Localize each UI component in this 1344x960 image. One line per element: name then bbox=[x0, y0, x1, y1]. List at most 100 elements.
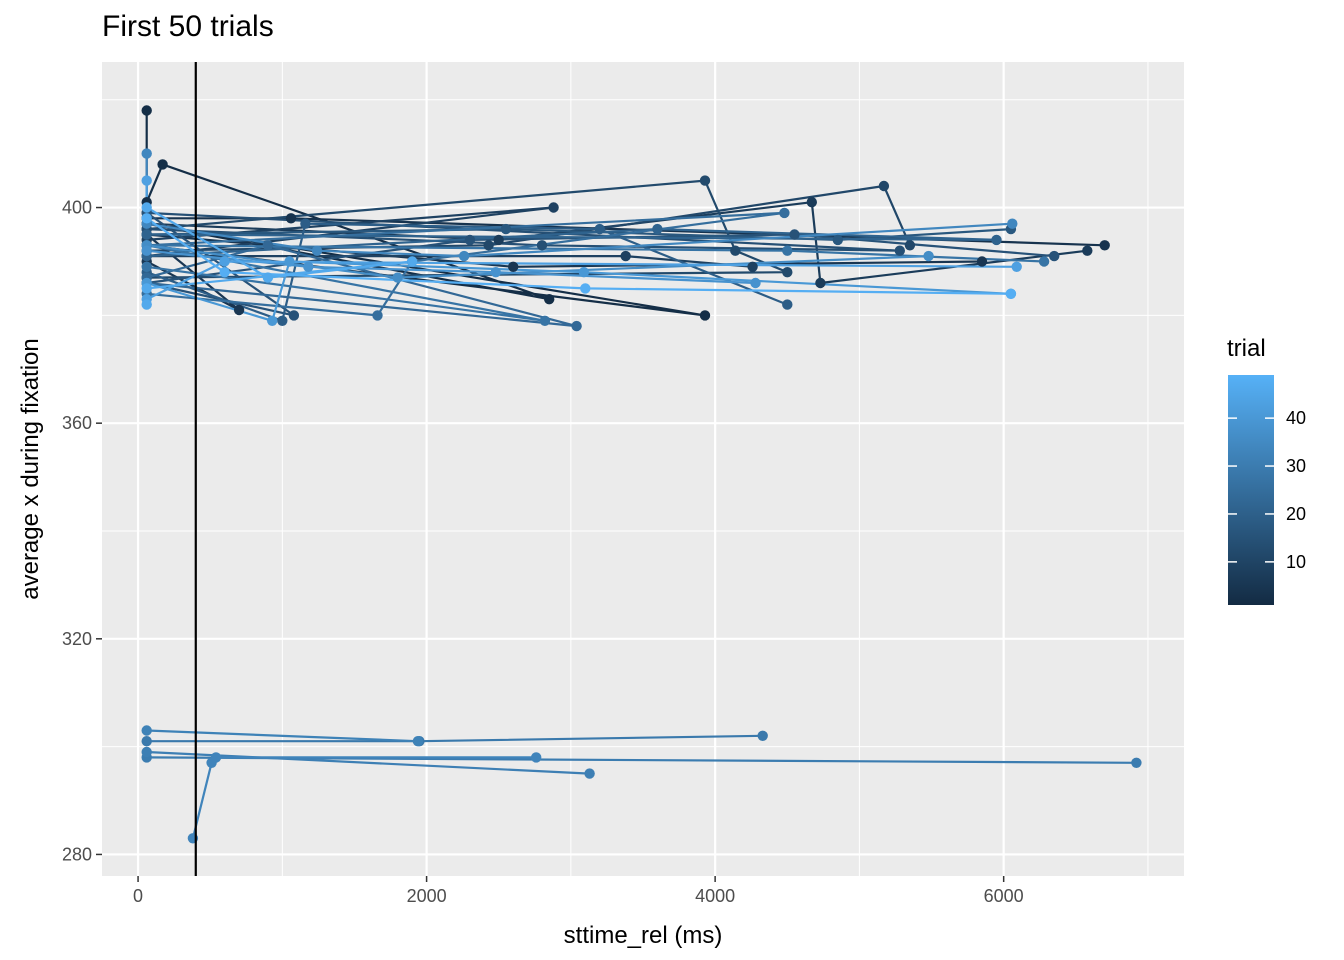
data-point bbox=[539, 315, 551, 326]
data-point bbox=[782, 267, 793, 278]
legend-label: 10 bbox=[1286, 552, 1306, 572]
y-axis-ticks: 280 320 360 400 bbox=[62, 198, 102, 864]
data-point bbox=[392, 272, 403, 283]
data-point bbox=[141, 105, 152, 116]
data-point bbox=[500, 223, 512, 235]
data-point bbox=[1007, 218, 1018, 229]
data-point bbox=[1099, 240, 1110, 251]
data-point bbox=[584, 768, 595, 779]
data-point bbox=[789, 229, 800, 240]
legend-label: 20 bbox=[1286, 504, 1306, 524]
data-point bbox=[493, 234, 504, 246]
data-point bbox=[652, 223, 663, 235]
data-point bbox=[782, 299, 793, 310]
data-point bbox=[1038, 256, 1050, 267]
y-tick-label: 400 bbox=[62, 198, 92, 218]
chart-title: First 50 trials bbox=[102, 10, 274, 43]
data-point bbox=[210, 752, 222, 763]
data-point bbox=[141, 213, 152, 224]
data-point bbox=[508, 261, 519, 272]
data-point bbox=[1011, 261, 1022, 272]
data-point bbox=[544, 294, 555, 305]
data-point bbox=[141, 725, 152, 736]
legend-ticks: 10 20 30 40 bbox=[1228, 408, 1306, 572]
data-point bbox=[991, 234, 1002, 246]
data-point bbox=[277, 315, 288, 326]
data-point bbox=[288, 310, 300, 321]
series-line-trial-32 bbox=[146, 729, 418, 743]
data-point bbox=[141, 202, 152, 213]
data-point bbox=[1082, 245, 1093, 256]
data-point bbox=[458, 250, 470, 262]
data-point bbox=[219, 256, 230, 267]
data-point bbox=[531, 752, 542, 763]
data-point bbox=[284, 256, 295, 267]
data-point bbox=[233, 304, 245, 316]
data-point bbox=[548, 202, 559, 213]
data-point bbox=[594, 223, 605, 235]
data-point bbox=[782, 245, 793, 256]
data-point bbox=[483, 240, 494, 251]
data-point bbox=[141, 736, 152, 747]
data-point bbox=[806, 197, 817, 208]
data-point bbox=[262, 272, 274, 283]
legend-label: 30 bbox=[1286, 456, 1306, 476]
series-line-trial-48 bbox=[146, 217, 1011, 295]
x-tick-label: 4000 bbox=[695, 886, 735, 906]
data-point bbox=[578, 267, 590, 278]
data-point bbox=[311, 245, 323, 256]
data-point bbox=[747, 261, 758, 272]
legend-title: trial bbox=[1227, 335, 1266, 362]
data-point bbox=[300, 218, 311, 229]
data-point bbox=[750, 277, 761, 289]
data-point bbox=[407, 256, 418, 267]
data-point bbox=[141, 245, 152, 256]
data-point bbox=[141, 283, 152, 294]
x-axis-ticks: 0 2000 4000 6000 bbox=[133, 876, 1024, 906]
series-line-trial-14 bbox=[146, 211, 901, 252]
data-point bbox=[571, 320, 582, 332]
data-point bbox=[904, 240, 916, 251]
data-point bbox=[779, 207, 790, 219]
data-point bbox=[923, 250, 934, 262]
data-point bbox=[141, 299, 152, 310]
data-point bbox=[815, 277, 826, 289]
data-point bbox=[303, 261, 314, 272]
y-tick-label: 280 bbox=[62, 844, 92, 864]
data-point bbox=[536, 240, 548, 251]
data-point bbox=[757, 730, 768, 741]
data-point bbox=[157, 159, 168, 170]
data-point bbox=[976, 256, 988, 267]
data-point bbox=[699, 310, 711, 321]
series-line-trial-17 bbox=[146, 228, 1011, 241]
series-layer bbox=[141, 105, 1142, 844]
legend-label: 40 bbox=[1286, 408, 1306, 428]
x-axis-title: sttime_rel (ms) bbox=[564, 922, 723, 949]
data-point bbox=[372, 310, 383, 321]
y-tick-label: 320 bbox=[62, 629, 92, 649]
data-point bbox=[894, 245, 905, 256]
data-point bbox=[878, 180, 890, 192]
data-point bbox=[1005, 288, 1017, 299]
y-tick-label: 360 bbox=[62, 413, 92, 433]
data-point bbox=[580, 283, 591, 294]
data-point bbox=[262, 240, 274, 251]
legend-colorbar bbox=[1228, 375, 1274, 605]
data-point bbox=[141, 746, 152, 758]
data-point bbox=[141, 175, 152, 186]
x-tick-label: 2000 bbox=[407, 886, 447, 906]
data-point bbox=[1131, 757, 1142, 768]
data-point bbox=[730, 245, 741, 256]
data-point bbox=[464, 234, 476, 246]
data-point bbox=[219, 267, 230, 278]
y-axis-title: average x during fixation bbox=[17, 338, 44, 600]
data-point bbox=[141, 229, 152, 240]
data-point bbox=[699, 175, 711, 186]
data-point bbox=[141, 148, 152, 159]
plot-panel bbox=[102, 62, 1184, 876]
data-point bbox=[267, 315, 278, 326]
data-point bbox=[285, 213, 297, 224]
x-tick-label: 0 bbox=[133, 886, 143, 906]
data-point bbox=[620, 250, 631, 262]
